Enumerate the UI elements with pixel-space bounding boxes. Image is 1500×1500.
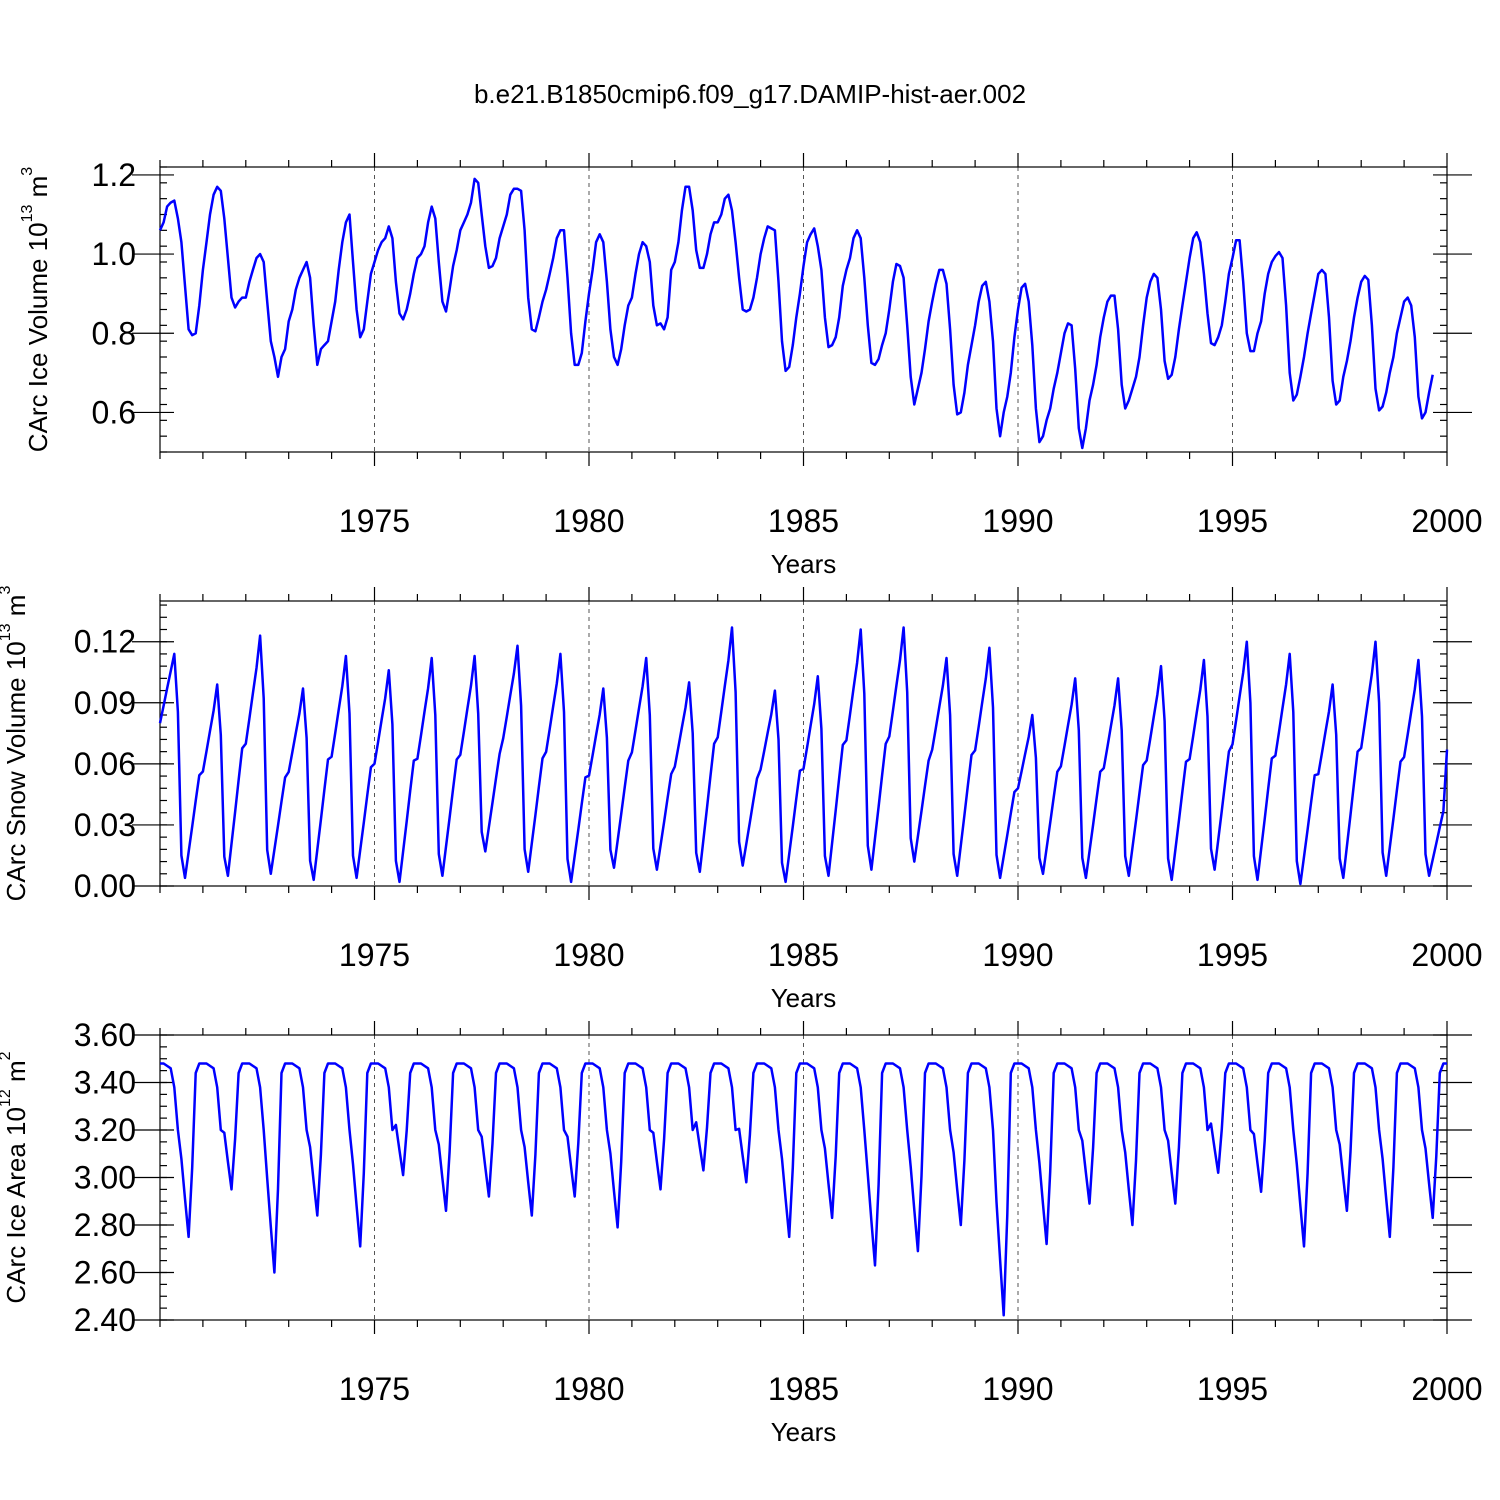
y-axis-label: CArc Snow Volume 1013 m3 <box>0 586 31 902</box>
y-tick-label: 2.60 <box>74 1255 136 1291</box>
y-tick-label: 1.2 <box>92 157 136 193</box>
x-tick-label: 1980 <box>553 937 624 973</box>
series-line-ice-volume <box>158 177 1434 450</box>
y-axis-label-ylabel-unit-exp: 3 <box>0 586 14 595</box>
y-tick-label: 0.6 <box>92 394 136 430</box>
series-line-ice-area <box>160 1062 1447 1317</box>
x-tick-label: 1985 <box>768 1371 839 1407</box>
x-axis-label: Years <box>771 983 837 1013</box>
y-axis-label-ylabel-unit-exp: 2 <box>0 1051 14 1060</box>
y-axis-label-ylabel-unit: m <box>1 1060 31 1089</box>
x-tick-label: 1980 <box>553 1371 624 1407</box>
x-tick-label: 1975 <box>339 937 410 973</box>
panels: 1975 1980 1985 1990 1995 2000 0.6 0.8 1.0 1.2 Year… <box>0 153 1483 1447</box>
x-tick-label: 1985 <box>768 937 839 973</box>
panel-snow-volume: 1975 1980 1985 1990 1995 2000 0.00 0.03 0.06 0.09… <box>0 586 1483 1013</box>
x-tick-label: 1995 <box>1197 503 1268 539</box>
x-axis-label: Years <box>771 549 837 579</box>
series-line-snow-volume <box>158 626 1449 886</box>
y-axis-label: CArc Ice Area 1012 m2 <box>0 1051 31 1303</box>
y-tick-label: 3.60 <box>74 1017 136 1053</box>
y-tick-label: 1.0 <box>92 236 136 272</box>
y-axis-label-ylabel: CArc Ice Volume 10 <box>23 222 53 452</box>
x-tick-label: 2000 <box>1411 937 1482 973</box>
y-tick-label: 0.8 <box>92 315 136 351</box>
y-tick-label: 3.40 <box>74 1065 136 1101</box>
y-axis-label-ylabel-unit: m <box>23 176 53 205</box>
y-axis-label-ylabel: CArc Snow Volume 10 <box>1 641 31 901</box>
y-tick-label: 2.80 <box>74 1207 136 1243</box>
y-tick-label: 2.40 <box>74 1302 136 1338</box>
y-tick-label: 0.00 <box>74 868 136 904</box>
y-axis-label: CArc Ice Volume 1013 m3 <box>19 167 53 452</box>
x-tick-label: 1995 <box>1197 1371 1268 1407</box>
x-tick-label: 2000 <box>1411 1371 1482 1407</box>
x-tick-label: 1975 <box>339 503 410 539</box>
x-tick-label: 1990 <box>982 1371 1053 1407</box>
y-tick-label: 0.12 <box>74 624 136 660</box>
y-tick-label: 0.06 <box>74 746 136 782</box>
x-tick-label: 1990 <box>982 937 1053 973</box>
y-axis-label-ylabel-unit-exp: 3 <box>19 167 36 176</box>
y-axis-label-ylabel-exp: 13 <box>19 205 36 223</box>
y-axis-label-ylabel-exp: 12 <box>0 1089 14 1107</box>
x-tick-label: 1975 <box>339 1371 410 1407</box>
y-axis-label-ylabel-unit: m <box>1 595 31 624</box>
y-tick-label: 0.03 <box>74 807 136 843</box>
x-tick-label: 2000 <box>1411 503 1482 539</box>
y-tick-label: 3.20 <box>74 1112 136 1148</box>
x-tick-label: 1985 <box>768 503 839 539</box>
chart-title: b.e21.B1850cmip6.f09_g17.DAMIP-hist-aer.… <box>474 79 1026 109</box>
y-tick-label: 0.09 <box>74 685 136 721</box>
y-tick-label: 3.00 <box>74 1160 136 1196</box>
x-tick-label: 1995 <box>1197 937 1268 973</box>
x-axis-label: Years <box>771 1417 837 1447</box>
y-axis-label-ylabel: CArc Ice Area 10 <box>1 1107 31 1304</box>
x-tick-label: 1990 <box>982 503 1053 539</box>
y-axis-label-ylabel-exp: 13 <box>0 623 14 641</box>
x-tick-label: 1980 <box>553 503 624 539</box>
panel-ice-area: 1975 1980 1985 1990 1995 2000 2.40 2.60 2.80 3.00… <box>0 1017 1483 1447</box>
panel-ice-volume: 1975 1980 1985 1990 1995 2000 0.6 0.8 1.0 1.2 Year… <box>19 153 1483 579</box>
